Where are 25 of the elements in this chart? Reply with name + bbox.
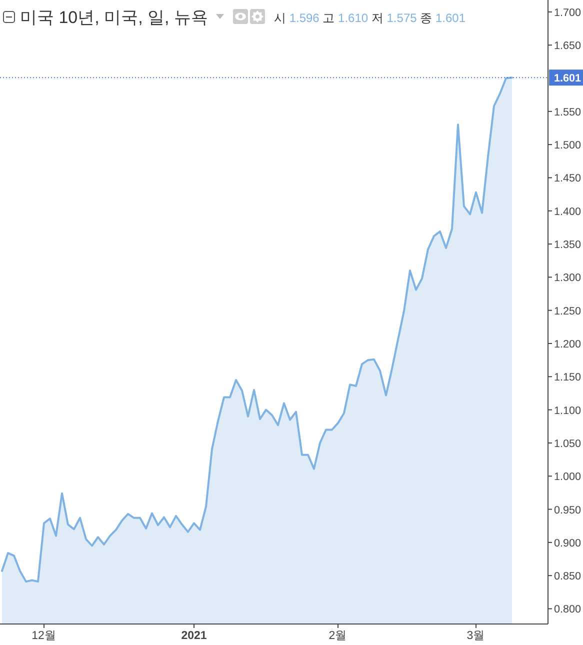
y-tick-label: 1.250 (554, 305, 582, 318)
y-tick-label: 0.850 (554, 570, 582, 583)
x-tick-label: 3월 (466, 630, 486, 642)
y-tick-label: 1.050 (554, 438, 582, 450)
y-tick-label: 1.450 (554, 172, 582, 185)
y-tick-label: 1.350 (554, 239, 582, 252)
x-tick-label: 2021 (181, 630, 208, 642)
x-tick-label: 12월 (32, 630, 56, 642)
y-tick-label: 1.000 (554, 471, 582, 484)
y-tick-label: 0.900 (554, 537, 582, 550)
y-tick-label: 1.300 (554, 272, 582, 284)
y-tick-label: 1.650 (554, 40, 582, 52)
text: 미국 10년, 미국, 일, 뉴욕 (20, 8, 208, 27)
y-tick-label: 0.800 (554, 604, 582, 616)
y-tick-label: 0.950 (554, 504, 582, 516)
y-tick-label: 1.550 (554, 106, 582, 118)
x-tick-label: 2월 (328, 630, 348, 642)
y-tick-label: 1.200 (554, 338, 582, 350)
ref-line-label: 1.601 (554, 72, 582, 85)
y-tick-label: 1.100 (554, 404, 582, 417)
y-tick-label: 1.700 (554, 6, 582, 19)
y-tick-label: 1.150 (554, 372, 582, 384)
text: 시 1.596 고 1.610 저 1.575 종 1.601 (274, 11, 466, 25)
y-tick-label: 1.500 (554, 140, 582, 152)
y-tick-label: 1.400 (554, 206, 582, 218)
